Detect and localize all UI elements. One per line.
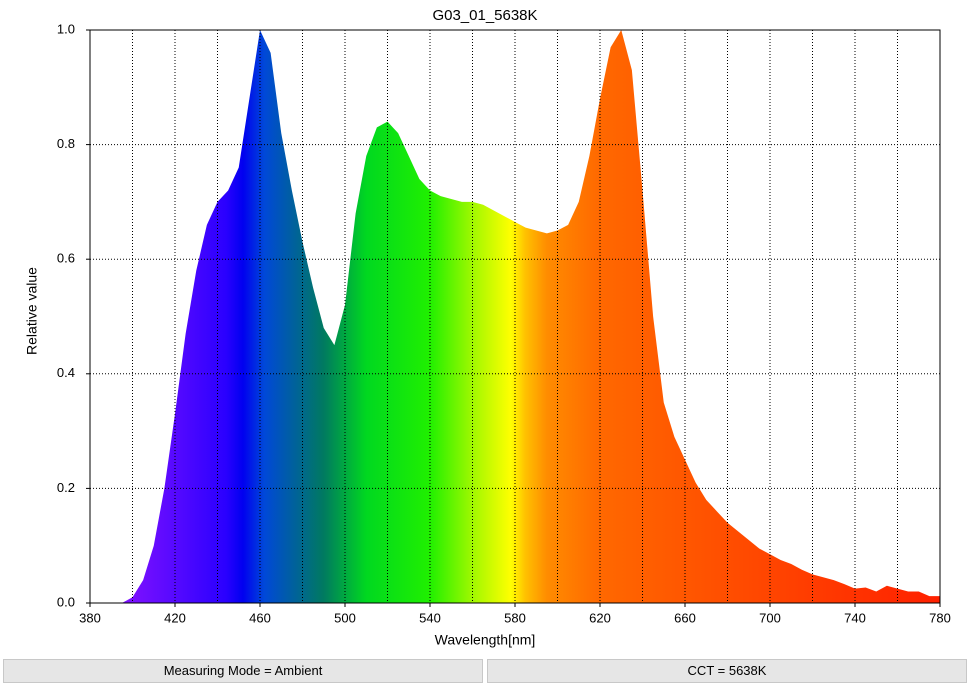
x-tick-label: 580 xyxy=(504,610,526,625)
x-tick-label: 700 xyxy=(759,610,781,625)
spectrum-area xyxy=(90,30,940,603)
y-tick-label: 0.2 xyxy=(57,480,75,495)
x-tick-label: 660 xyxy=(674,610,696,625)
y-tick-label: 1.0 xyxy=(57,21,75,36)
x-tick-label: 500 xyxy=(334,610,356,625)
x-tick-label: 460 xyxy=(249,610,271,625)
x-axis-label: Wavelength[nm] xyxy=(435,632,536,648)
x-tick-label: 420 xyxy=(164,610,186,625)
x-tick-label: 740 xyxy=(844,610,866,625)
y-tick-label: 0.4 xyxy=(57,365,75,380)
y-tick-label: 0.6 xyxy=(57,251,75,266)
x-tick-label: 540 xyxy=(419,610,441,625)
x-tick-label: 780 xyxy=(929,610,951,625)
chart-title: G03_01_5638K xyxy=(432,7,537,24)
status-left: Measuring Mode = Ambient xyxy=(3,659,483,683)
chart: G03_01_5638K Wavelength[nm] Relative val… xyxy=(24,7,951,648)
x-tick-label: 380 xyxy=(79,610,101,625)
x-tick-label: 620 xyxy=(589,610,611,625)
status-right: CCT = 5638K xyxy=(487,659,967,683)
y-tick-label: 0.8 xyxy=(57,136,75,151)
y-tick-label: 0.0 xyxy=(57,594,75,609)
plot-frame xyxy=(89,29,941,604)
y-axis-label: Relative value xyxy=(24,267,40,355)
